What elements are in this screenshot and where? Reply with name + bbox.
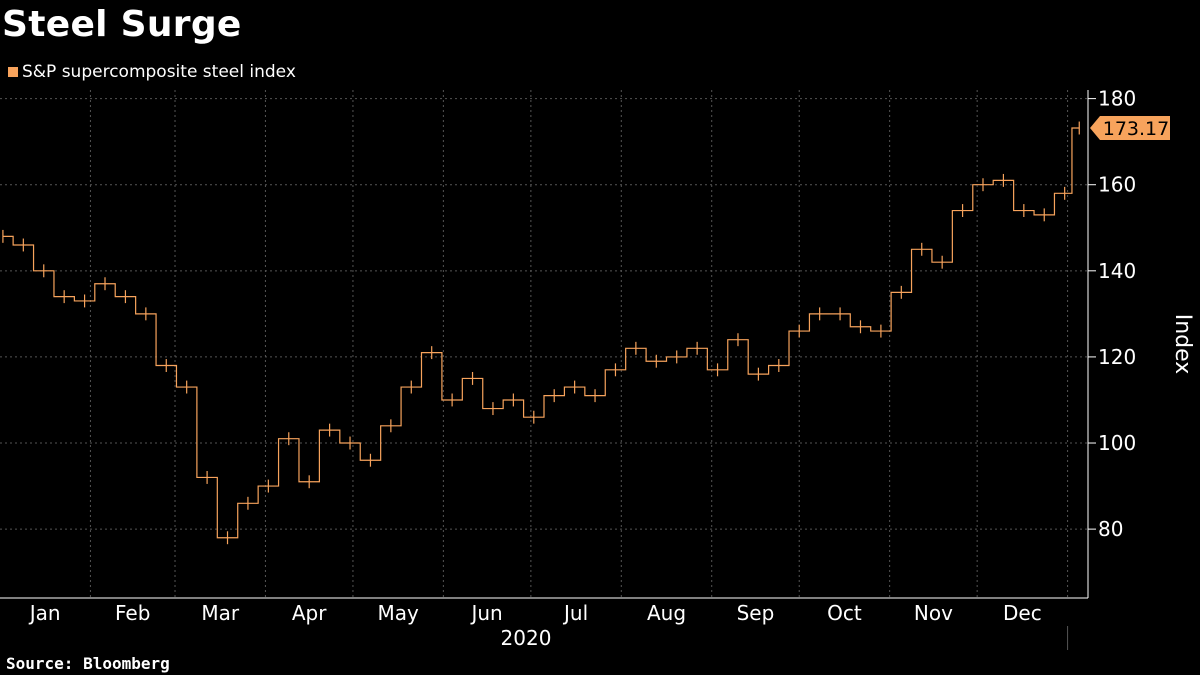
x-tick-label: Sep xyxy=(737,601,775,625)
grid-lines xyxy=(0,90,1088,598)
y-tick-label: 120 xyxy=(1098,345,1136,369)
last-value-label: 173.17 xyxy=(1103,118,1169,140)
series-line xyxy=(2,127,1080,539)
x-tick-label: Mar xyxy=(201,601,240,625)
x-tick-label: Apr xyxy=(292,601,327,625)
x-tick-label: Jun xyxy=(469,601,502,625)
axis-labels: 80 100 120 140 160 180 Jan Feb Mar Apr May Jun Jul Au… xyxy=(28,87,1195,650)
x-tick-label: Feb xyxy=(115,601,150,625)
x-tick-label: Oct xyxy=(827,601,862,625)
x-tick-label: Jan xyxy=(28,601,61,625)
x-tick-label: Nov xyxy=(914,601,953,625)
x-tick-label: May xyxy=(377,601,419,625)
x-tick-label: Aug xyxy=(647,601,686,625)
last-value-flag xyxy=(1090,116,1170,141)
y-axis-title: Index xyxy=(1170,314,1195,375)
legend-swatch xyxy=(8,67,18,77)
legend: S&P supercomposite steel index xyxy=(8,62,296,82)
y-tick-label: 100 xyxy=(1098,431,1136,455)
source-note: Source: Bloomberg xyxy=(6,654,170,673)
legend-label: S&P supercomposite steel index xyxy=(22,62,296,82)
y-tick-label: 80 xyxy=(1098,517,1123,541)
price-bars xyxy=(2,121,1080,545)
x-tick-label: Dec xyxy=(1003,601,1042,625)
y-tick-label: 160 xyxy=(1098,173,1136,197)
x-year-label: 2020 xyxy=(501,626,552,650)
axes xyxy=(0,90,1096,650)
chart-title: Steel Surge xyxy=(2,4,242,45)
x-tick-label: Jul xyxy=(562,601,588,625)
y-tick-label: 140 xyxy=(1098,259,1136,283)
y-tick-label: 180 xyxy=(1098,87,1136,111)
